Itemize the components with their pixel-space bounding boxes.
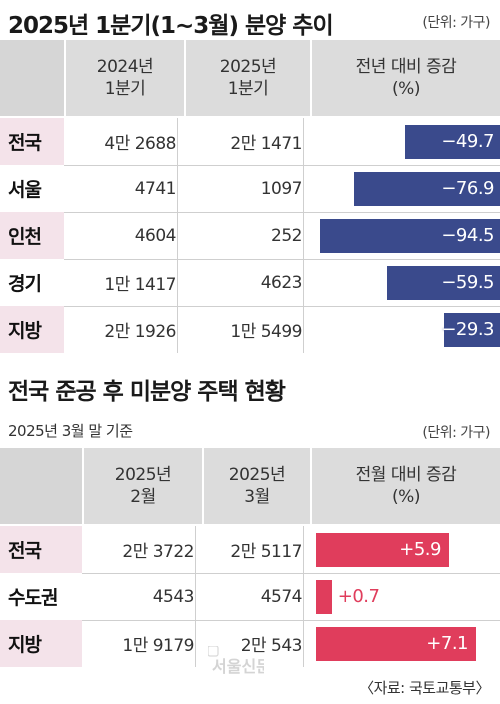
value-col2-1: 4574 — [260, 586, 303, 607]
value-col2-3: 4623 — [260, 272, 303, 293]
value-col1-2: 1만 9179 — [122, 636, 194, 656]
value-col2-0: 2만 1471 — [230, 134, 302, 154]
table-row: 경기 1만 1417 4623 −59.5 — [0, 259, 500, 306]
chart1-header-col1: 2024년 1분기 — [66, 40, 184, 116]
table-row: 수도권 4543 4574 +0.7 — [0, 573, 500, 620]
value-col1-2: 4604 — [134, 225, 177, 246]
chart1-header-col3: 전년 대비 증감 (%) — [312, 40, 500, 116]
column-divider-1 — [303, 118, 304, 353]
chart2-header-col2: 2025년 3월 — [204, 448, 310, 524]
value-col1-3: 1만 1417 — [104, 275, 176, 295]
row-separator — [82, 620, 500, 621]
chart1-header-spacer — [0, 40, 64, 116]
column-divider-1 — [303, 526, 304, 667]
row-name-2: 인천 — [0, 212, 64, 259]
svg-text:서울신문: 서울신문 — [212, 657, 264, 676]
value-col1-4: 2만 1926 — [104, 322, 176, 342]
bar-label-4: −29.3 — [441, 319, 494, 340]
value-col1-1: 4741 — [134, 178, 177, 199]
bar-2 — [316, 626, 476, 661]
bar-0 — [405, 124, 500, 159]
chart2-table: 2025년 2월 2025년 3월 전월 대비 증감 (%) 전국 2만 3722… — [0, 448, 500, 668]
bar-0 — [316, 532, 449, 567]
bar-4 — [444, 312, 500, 347]
row-name-1: 서울 — [0, 165, 64, 212]
bar-label-0: +5.9 — [399, 539, 441, 560]
table-row: 전국 2만 3722 2만 5117 +5.9 — [0, 526, 500, 573]
chart1-table: 2024년 1분기 2025년 1분기 전년 대비 증감 (%) 전국 4만 26… — [0, 40, 500, 356]
row-separator — [64, 165, 500, 166]
value-col2-0: 2만 5117 — [230, 542, 302, 562]
value-col2-4: 1만 5499 — [230, 322, 302, 342]
chart2-header-col1: 2025년 2월 — [84, 448, 202, 524]
table-row: 인천 4604 252 −94.5 — [0, 212, 500, 259]
row-separator — [82, 573, 500, 574]
row-name-4: 지방 — [0, 306, 64, 353]
table-row: 전국 4만 2688 2만 1471 −49.7 — [0, 118, 500, 165]
value-col1-1: 4543 — [152, 586, 195, 607]
row-name-0: 전국 — [0, 118, 64, 165]
bar-label-1: +0.7 — [337, 586, 380, 607]
row-separator — [64, 306, 500, 307]
chart1-unit: (단위: 가구) — [422, 15, 490, 31]
table-row: 서울 4741 1097 −76.9 — [0, 165, 500, 212]
chart1-header-col2: 2025년 1분기 — [186, 40, 310, 116]
bar-label-2: +7.1 — [426, 633, 468, 654]
value-col2-2: 252 — [271, 225, 302, 246]
row-separator — [64, 212, 500, 213]
value-col1-0: 2만 3722 — [122, 542, 194, 562]
row-name-0: 전국 — [0, 526, 82, 573]
value-col2-2: 2만 543 — [240, 636, 303, 656]
chart2-header-spacer — [0, 448, 82, 524]
table-row: 지방 2만 1926 1만 5499 −29.3 — [0, 306, 500, 353]
bar-label-0: −49.7 — [441, 131, 494, 152]
bar-1 — [353, 171, 500, 206]
value-col1-0: 4만 2688 — [104, 134, 176, 154]
bar-2 — [320, 218, 500, 253]
chart2-title: 전국 준공 후 미분양 주택 현황 — [8, 379, 286, 405]
bar-1 — [316, 579, 332, 614]
chart2-unit: (단위: 가구) — [422, 425, 490, 441]
row-name-2: 지방 — [0, 620, 82, 667]
value-col2-1: 1097 — [260, 178, 303, 199]
column-divider-0 — [195, 526, 196, 667]
row-name-1: 수도권 — [0, 573, 82, 620]
source-note: 〈자료: 국토교통부〉 — [359, 679, 490, 697]
row-name-3: 경기 — [0, 259, 64, 306]
column-divider-0 — [177, 118, 178, 353]
chart1-title: 2025년 1분기(1~3월) 분양 추이 — [8, 13, 334, 39]
newspaper-watermark-logo: 서울신문 — [208, 646, 264, 676]
bar-label-1: −76.9 — [441, 178, 494, 199]
chart2-subtitle: 2025년 3월 말 기준 — [8, 422, 133, 440]
bar-3 — [386, 265, 500, 300]
bar-label-2: −94.5 — [441, 225, 494, 246]
table-row: 지방 1만 9179 2만 543 +7.1 — [0, 620, 500, 667]
chart2-header-col3: 전월 대비 증감 (%) — [312, 448, 500, 524]
bar-label-3: −59.5 — [441, 272, 494, 293]
row-separator — [64, 259, 500, 260]
